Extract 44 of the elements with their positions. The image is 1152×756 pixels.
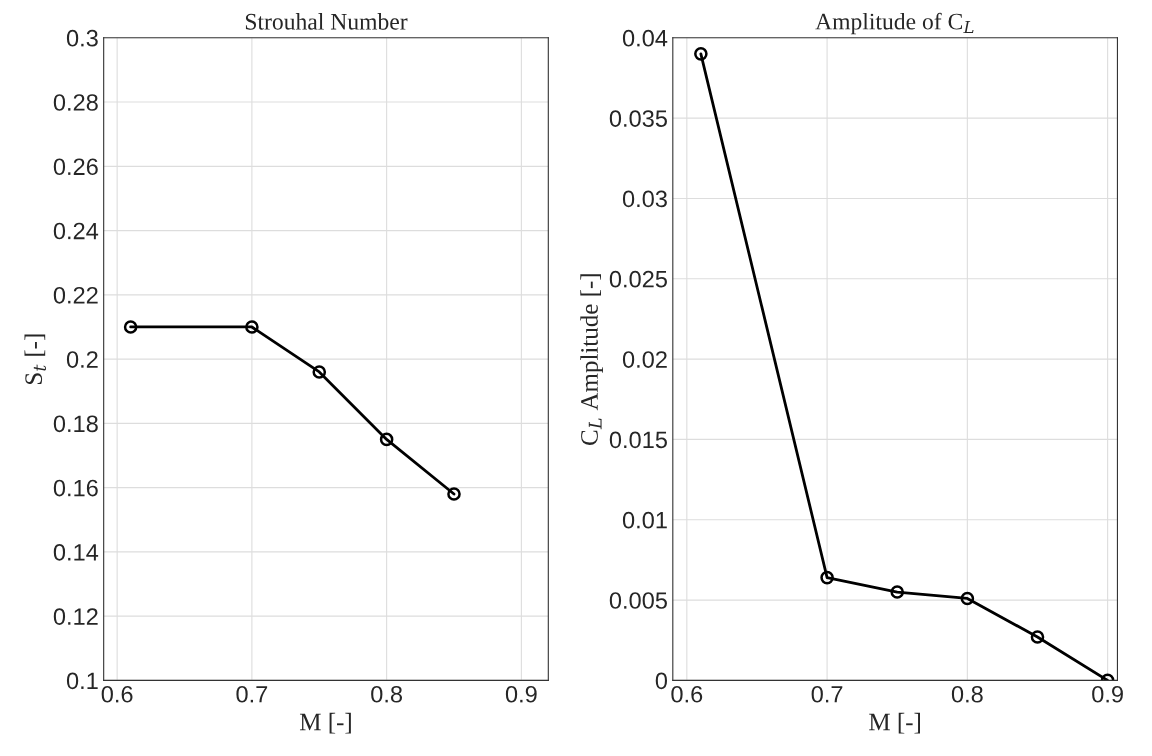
y-tick-label: 0.16 [53,479,98,497]
y-tick-label: 0.24 [53,222,99,240]
y-tick-label: 0.1 [66,672,98,690]
point [312,365,327,379]
y-tick-label: 0.14 [53,543,99,561]
y-tick-label: 0.18 [53,415,98,433]
x-tick-label: 0.6 [671,685,703,703]
y-tick-label: 0.015 [609,431,667,449]
point [890,585,905,599]
point [123,320,138,334]
y-tick-label: 0.26 [53,158,98,176]
x-axis-title: M [-] [299,712,351,734]
x-tick-label: 0.7 [236,685,268,703]
y-tick-label: 0 [655,672,668,690]
x-tick-label: 0.9 [505,685,537,703]
y-tick-label: 0.28 [53,94,98,111]
y-tick-label: 0.3 [66,29,98,47]
y-tick-label: 0.12 [53,608,98,625]
y-tick-label: 0.005 [609,592,667,609]
y-tick-label: 0.03 [622,190,667,208]
point [1030,630,1045,644]
x-tick-label: 0.6 [101,685,133,703]
x-tick-label: 0.9 [1092,685,1123,703]
point [447,487,461,501]
y-tick-label: 0.035 [609,110,667,127]
x-tick-label: 0.7 [811,685,843,703]
y-tick-label: 0.01 [622,511,667,529]
point [245,320,259,334]
point [960,591,975,606]
chart-title: Amplitude of C$_{L}$ [815,12,974,35]
point [379,432,394,447]
x-tick-label: 0.8 [951,685,983,703]
y-tick-label: 0.2 [66,351,98,368]
y-tick-label: 0.22 [53,286,98,304]
y-tick-label: 0.04 [622,29,668,47]
x-axis-title: M [-] [869,712,920,734]
chart-title: Strouhal Number [245,13,408,30]
y-tick-label: 0.025 [609,270,667,288]
y-axis-title: C$_{L}$ Amplitude [-] [580,274,603,445]
point [820,570,834,585]
x-tick-label: 0.8 [371,685,403,703]
point [694,47,708,61]
y-axis-title: S$_{t}$ [-] [24,334,46,385]
y-tick-label: 0.02 [622,351,667,368]
